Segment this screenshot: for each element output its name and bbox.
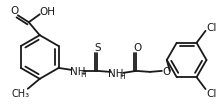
Text: H: H [80,70,86,79]
Text: O: O [133,43,141,53]
Text: Cl: Cl [206,23,217,33]
Text: S: S [94,43,101,53]
Text: CH₃: CH₃ [12,88,30,98]
Text: NH: NH [70,66,85,76]
Text: OH: OH [40,7,56,17]
Text: H: H [119,72,125,81]
Text: NH: NH [108,68,124,78]
Text: O: O [11,6,19,16]
Text: Cl: Cl [206,88,217,98]
Text: O: O [163,66,171,76]
